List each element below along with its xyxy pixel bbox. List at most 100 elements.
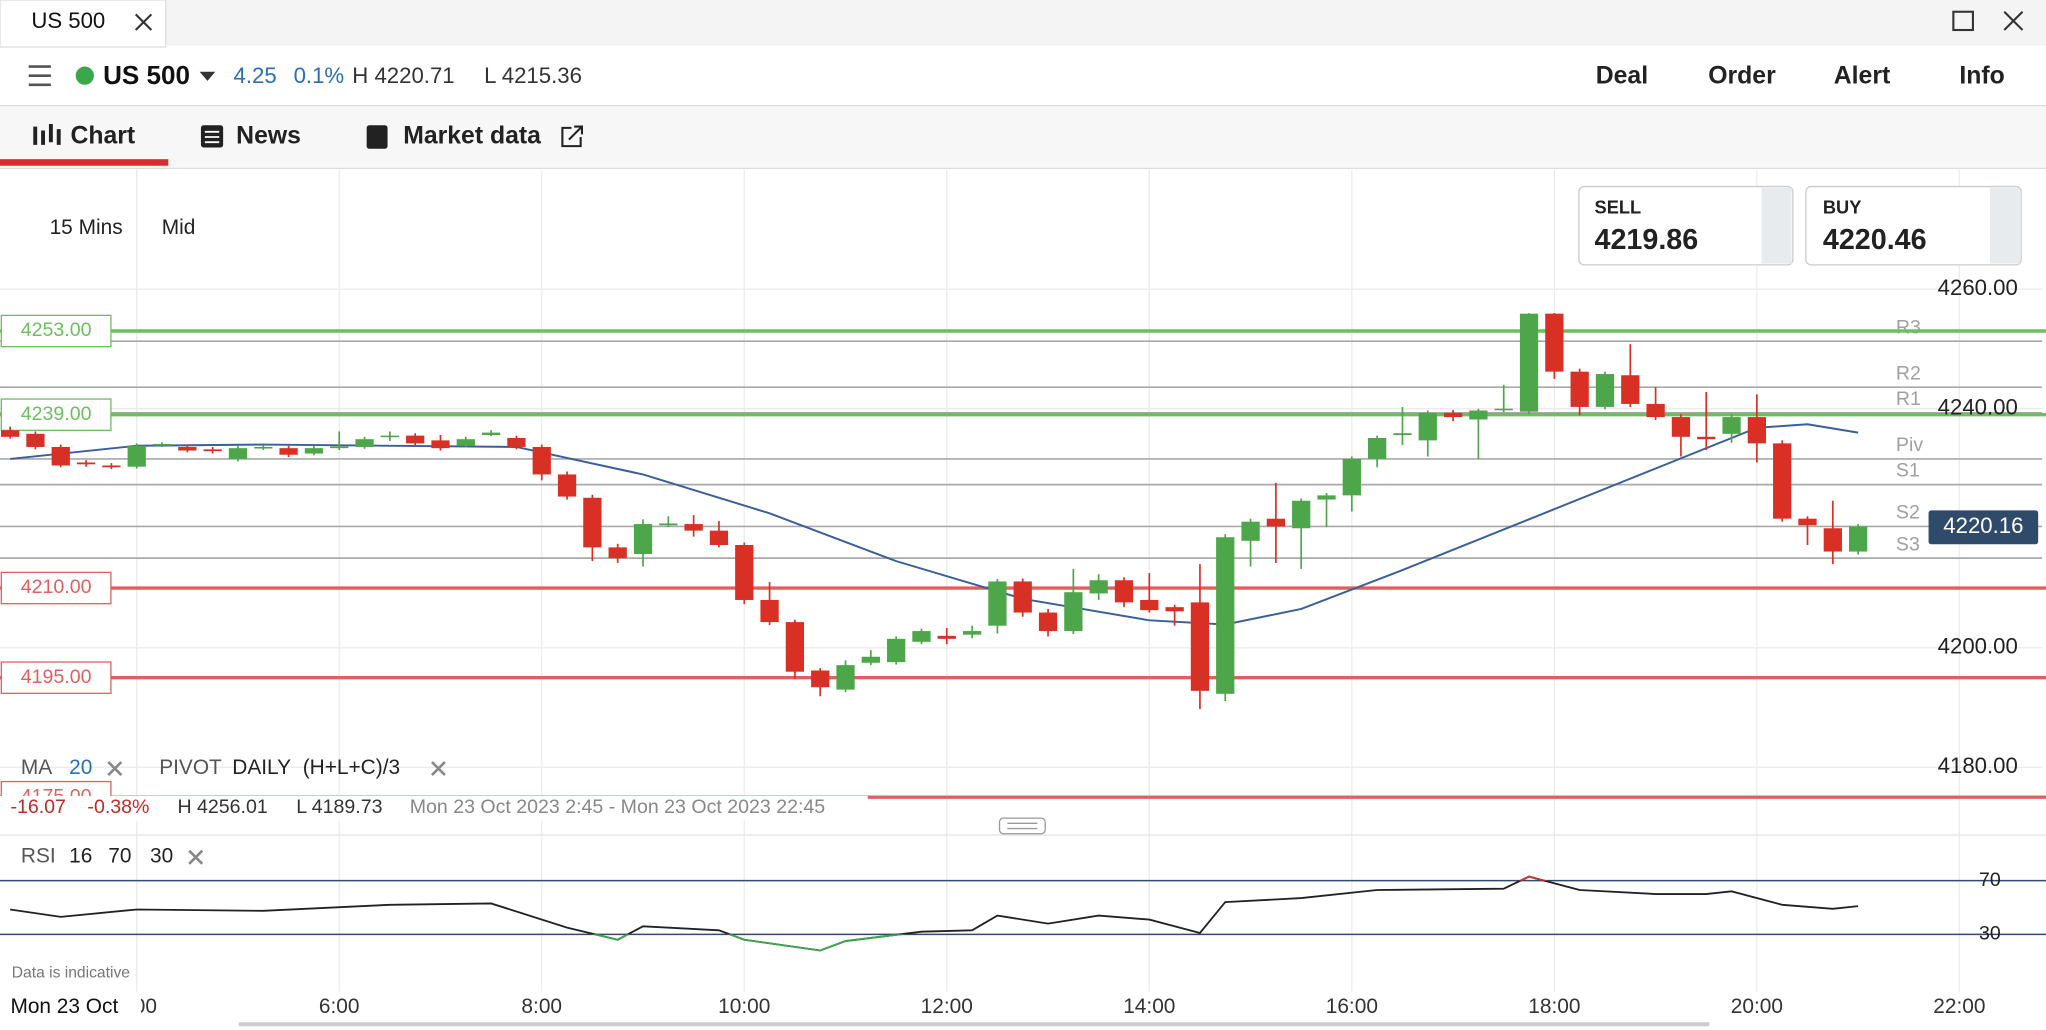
candle-body bbox=[1418, 412, 1437, 441]
close-window[interactable] bbox=[2003, 11, 2024, 31]
remove-rsi[interactable] bbox=[188, 849, 204, 865]
pivot-label: S1 bbox=[1896, 460, 1920, 482]
dropdown[interactable] bbox=[199, 71, 216, 81]
candle-body bbox=[1747, 417, 1767, 444]
sell-label: SELL bbox=[1595, 197, 1642, 218]
candle-body bbox=[1469, 410, 1488, 420]
ma-period: 20 bbox=[69, 756, 92, 779]
candle-body bbox=[304, 448, 324, 454]
nav-news[interactable]: News bbox=[236, 123, 301, 150]
nav-bar bbox=[0, 106, 2046, 168]
candle-body bbox=[1064, 592, 1083, 632]
pivot-label: PIVOT bbox=[159, 756, 222, 779]
candle-body bbox=[962, 631, 982, 635]
candle-body bbox=[1494, 408, 1513, 411]
candle-body bbox=[1823, 528, 1842, 552]
maximize[interactable] bbox=[1952, 10, 1974, 32]
candle-body bbox=[431, 440, 450, 449]
candle-body bbox=[355, 439, 374, 447]
high: H 4220.71 bbox=[352, 63, 454, 88]
x-tick-label: 10:00 bbox=[718, 995, 770, 1018]
summary-high: H 4256.01 bbox=[177, 796, 267, 818]
candle-body bbox=[1114, 580, 1134, 603]
pivot-label: R1 bbox=[1896, 388, 1921, 410]
rsi-label: RSI bbox=[21, 845, 56, 868]
sell-box[interactable] bbox=[1578, 185, 1794, 266]
x-tick-label: 22:00 bbox=[1933, 995, 1985, 1018]
x-tick-label: 18:00 bbox=[1528, 995, 1580, 1018]
nav-market-data[interactable]: Market data bbox=[403, 123, 541, 150]
price-type[interactable]: Mid bbox=[162, 216, 196, 239]
candle-body bbox=[1241, 521, 1260, 541]
tab-title: US 500 bbox=[31, 8, 105, 33]
pivot-label: S2 bbox=[1896, 502, 1920, 524]
date-label: Mon 23 Oct bbox=[10, 995, 118, 1018]
candle-body bbox=[633, 524, 653, 554]
candle-body bbox=[887, 638, 906, 663]
buy-box[interactable] bbox=[1805, 185, 2022, 266]
chart: R3 R2 R1 Piv S1 S2 S3 4253.00 4239.00 4210.00 4195… bbox=[0, 169, 2046, 992]
x-tick-label: 6:00 bbox=[319, 995, 360, 1018]
remove-pivot[interactable] bbox=[430, 761, 446, 776]
candle-body bbox=[456, 439, 475, 446]
summary-change: -16.07 bbox=[10, 796, 65, 818]
x-tick-label: 8:00 bbox=[521, 995, 562, 1018]
level-label: 4239.00 bbox=[21, 403, 92, 425]
sell-side bbox=[1761, 187, 1792, 264]
rsi-line bbox=[9, 875, 1859, 952]
candle-body bbox=[1013, 581, 1032, 613]
candle-body bbox=[1266, 518, 1286, 527]
candle-body bbox=[785, 622, 805, 672]
candle-body bbox=[228, 448, 248, 459]
level-tag bbox=[0, 398, 112, 431]
candle-body bbox=[1646, 403, 1665, 418]
info[interactable]: Info bbox=[1959, 63, 2004, 90]
nav-chart[interactable]: Chart bbox=[70, 123, 135, 150]
x-tick-label: 12:00 bbox=[921, 995, 973, 1018]
tab-close[interactable] bbox=[134, 13, 153, 31]
date-bg bbox=[0, 991, 141, 1023]
candle-body bbox=[608, 547, 627, 559]
candle-body bbox=[279, 448, 298, 455]
tab[interactable] bbox=[0, 0, 167, 48]
rsi-tick-label: 70 bbox=[1979, 869, 2001, 891]
deal[interactable]: Deal bbox=[1596, 63, 1648, 90]
y-tick-label: 4200.00 bbox=[1938, 634, 2018, 659]
menu[interactable] bbox=[28, 65, 51, 87]
remove-ma[interactable] bbox=[107, 761, 123, 776]
rsi-overbought bbox=[1518, 875, 1549, 881]
candle-body bbox=[178, 446, 197, 451]
candle-body bbox=[1722, 417, 1741, 434]
candle-body bbox=[1368, 437, 1387, 459]
candle-body bbox=[937, 635, 956, 639]
buy-label: BUY bbox=[1823, 197, 1862, 218]
level-label: 4253.00 bbox=[21, 319, 92, 341]
pivot-label: R2 bbox=[1896, 362, 1921, 384]
buy-side bbox=[1989, 187, 2020, 264]
alert[interactable]: Alert bbox=[1834, 63, 1890, 90]
pivot-label: S3 bbox=[1896, 533, 1920, 555]
level-label: 4210.00 bbox=[21, 576, 92, 598]
candle-body bbox=[1292, 500, 1311, 529]
news-icon-lines bbox=[204, 130, 220, 144]
candle-body bbox=[254, 446, 273, 449]
sell-price: 4219.86 bbox=[1595, 224, 1699, 256]
rsi-period: 16 bbox=[69, 845, 92, 868]
interval[interactable]: 15 Mins bbox=[50, 216, 123, 239]
level-tag bbox=[0, 571, 112, 605]
handle-lines bbox=[1007, 822, 1038, 830]
candle-body bbox=[709, 530, 729, 545]
candle-body bbox=[1595, 374, 1615, 407]
pivot-label: Piv bbox=[1896, 434, 1923, 456]
candle-body bbox=[1317, 495, 1336, 500]
order[interactable]: Order bbox=[1708, 63, 1776, 90]
candle-body bbox=[1570, 371, 1589, 407]
resize-handle[interactable] bbox=[998, 817, 1046, 835]
rsi-level-lo: 30 bbox=[150, 845, 173, 868]
candle-body bbox=[406, 435, 425, 444]
instrument[interactable]: US 500 bbox=[103, 60, 190, 90]
tab-bar bbox=[0, 0, 2046, 46]
candle-body bbox=[1697, 436, 1716, 440]
